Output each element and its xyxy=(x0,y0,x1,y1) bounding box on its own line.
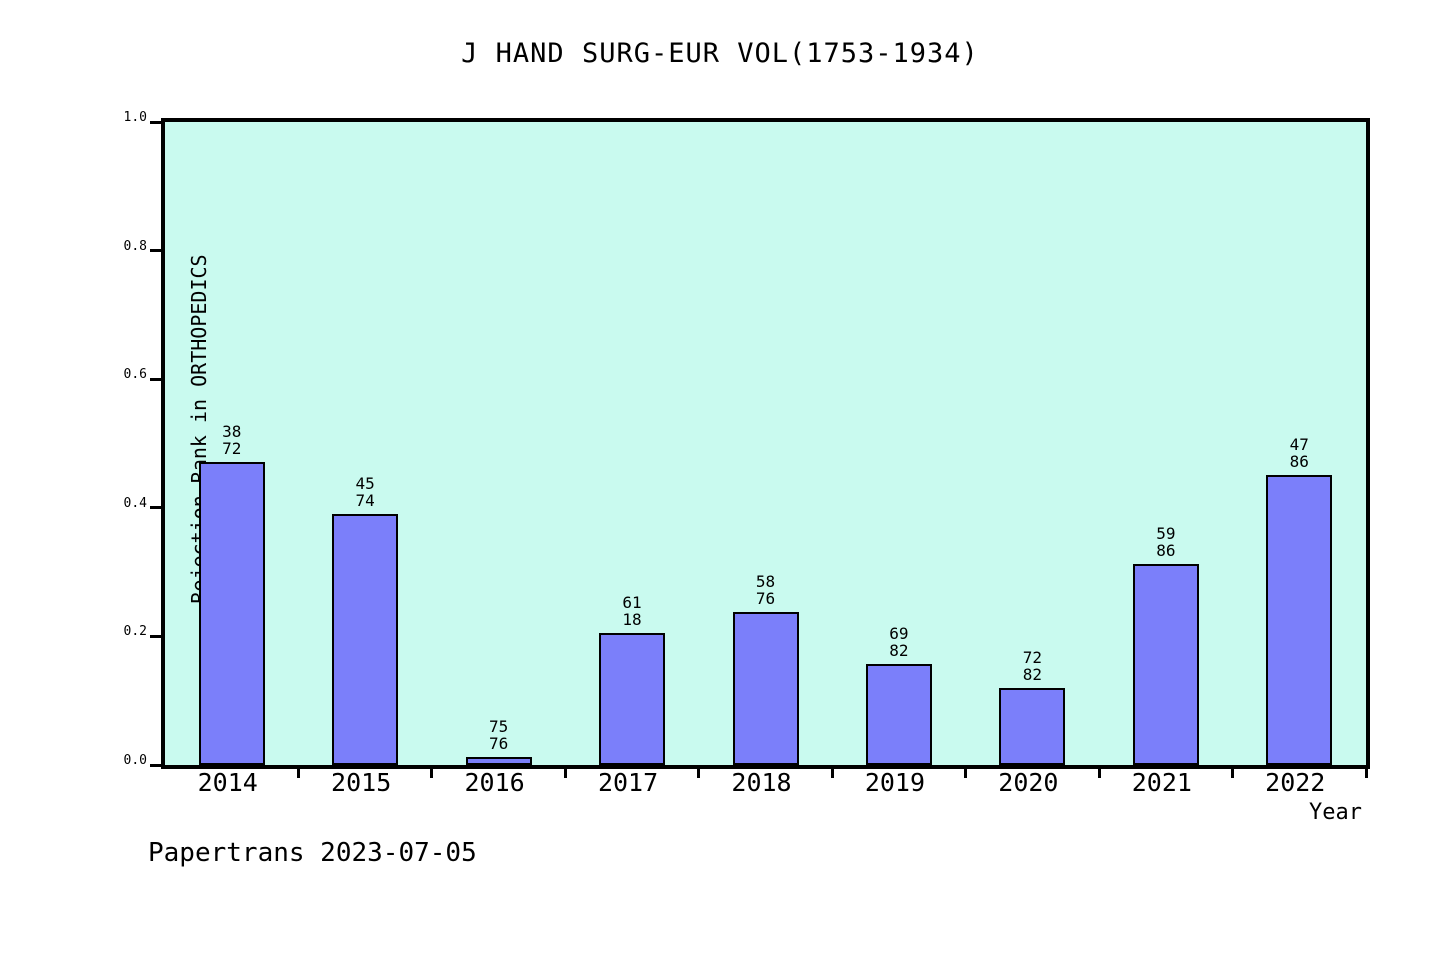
bar-value-top: 47 xyxy=(1289,435,1309,454)
y-axis-tick-label: 0.6 xyxy=(123,367,147,383)
bar-2017[interactable] xyxy=(599,633,666,765)
x-axis-tick-mark xyxy=(430,765,434,778)
bar-value-top: 72 xyxy=(1022,647,1042,667)
bar-2018[interactable] xyxy=(732,611,799,765)
y-axis-tick-mark xyxy=(150,506,165,510)
bar-2014[interactable] xyxy=(198,462,265,765)
bar-value-top: 45 xyxy=(355,473,375,493)
x-axis-tick-mark xyxy=(296,765,300,778)
bar-value-bottom: 82 xyxy=(889,641,909,661)
bar-2015[interactable] xyxy=(332,513,399,765)
x-axis-tick-mark xyxy=(1097,765,1101,778)
x-axis-tick-label-2016: 2016 xyxy=(464,768,525,797)
bar-2019[interactable] xyxy=(865,664,932,765)
x-axis-tick-label-2020: 2020 xyxy=(998,768,1059,797)
bar-value-label-2022: 47 86 xyxy=(1239,436,1359,470)
bar-value-bottom: 86 xyxy=(1156,540,1176,560)
bar-value-label-2020: 72 82 xyxy=(972,649,1092,683)
bar-value-bottom: 82 xyxy=(1022,664,1042,684)
x-axis-tick-mark xyxy=(830,765,834,778)
x-axis-tick-label-2015: 2015 xyxy=(331,768,392,797)
x-axis-tick-label-2017: 2017 xyxy=(597,768,659,797)
x-axis-tick-mark xyxy=(1231,765,1235,778)
bar-2020[interactable] xyxy=(999,687,1066,765)
x-axis-tick-mark xyxy=(1364,765,1368,778)
bar-value-label-2017: 61 18 xyxy=(572,594,692,628)
bar-value-label-2018: 58 76 xyxy=(706,573,826,607)
bar-value-top: 58 xyxy=(755,571,776,591)
y-axis-tick-label: 1.0 xyxy=(123,110,147,125)
x-axis-tick-label-2018: 2018 xyxy=(731,768,792,797)
x-axis-tick-mark xyxy=(964,765,968,778)
bar-value-label-2014: 38 72 xyxy=(172,423,292,457)
x-axis-tick-label-2019: 2019 xyxy=(864,768,926,797)
bar-value-label-2019: 69 82 xyxy=(839,625,959,659)
bar-value-top: 61 xyxy=(622,593,642,613)
x-axis-tick-mark xyxy=(563,765,567,778)
bar-value-top: 69 xyxy=(889,624,909,644)
y-axis-tick-label: 0.4 xyxy=(123,495,147,511)
bar-2021[interactable] xyxy=(1132,563,1199,765)
bar-value-label-2021: 59 86 xyxy=(1106,525,1226,559)
bar-value-top: 75 xyxy=(488,717,509,737)
y-axis-tick-mark xyxy=(150,120,165,124)
y-axis-tick-label: 0.0 xyxy=(123,753,147,768)
bar-value-label-2015: 45 74 xyxy=(305,475,425,509)
bar-value-label-2016: 75 76 xyxy=(439,718,559,752)
bar-2022[interactable] xyxy=(1266,475,1333,765)
plot-inner: 38 72 45 74 75 76 61 18 58 76 69 82 72 82 59 86 47 86 xyxy=(165,122,1368,778)
y-axis-tick-mark xyxy=(150,763,165,767)
bar-2016[interactable] xyxy=(465,757,532,765)
bar-value-top: 59 xyxy=(1156,523,1176,543)
y-axis-tick-label: 0.8 xyxy=(123,238,147,254)
x-axis-tick-mark xyxy=(697,765,701,778)
bar-value-bottom: 72 xyxy=(222,439,242,459)
bar-value-bottom: 76 xyxy=(488,734,509,754)
x-axis-tick-label-2021: 2021 xyxy=(1131,768,1192,797)
footer-note: Papertrans 2023-07-05 xyxy=(148,838,477,868)
plot-area: Rejection Rank in ORTHOPEDICS 38 72 45 74 75… xyxy=(150,118,1370,778)
y-axis-tick-mark xyxy=(150,634,165,638)
y-axis-tick-mark xyxy=(150,377,165,381)
y-axis-tick-label: 0.2 xyxy=(123,624,147,640)
x-axis-tick-label-2014: 2014 xyxy=(197,768,258,797)
y-axis-tick-mark xyxy=(150,249,165,253)
bar-value-bottom: 76 xyxy=(755,588,776,608)
bar-value-bottom: 86 xyxy=(1289,452,1309,471)
bar-value-bottom: 18 xyxy=(622,610,642,630)
bar-value-top: 38 xyxy=(222,422,242,442)
chart-title: J HAND SURG-EUR VOL(1753-1934) xyxy=(461,38,979,69)
x-axis-tick-label-2022: 2022 xyxy=(1265,768,1326,797)
bar-value-bottom: 74 xyxy=(355,490,375,510)
x-axis-label: Year xyxy=(1309,800,1362,825)
